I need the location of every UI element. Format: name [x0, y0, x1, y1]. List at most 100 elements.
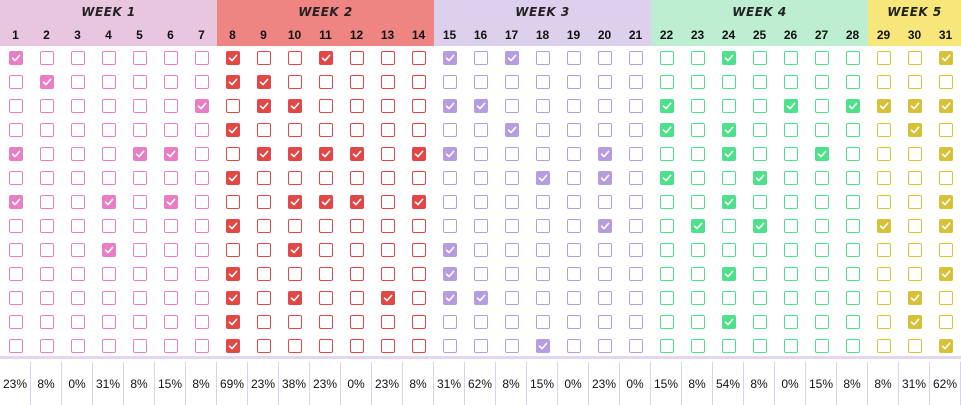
checkbox-unchecked[interactable] — [474, 171, 488, 185]
checkbox-unchecked[interactable] — [908, 219, 922, 233]
checkbox-unchecked[interactable] — [846, 339, 860, 353]
checkbox-unchecked[interactable] — [40, 339, 54, 353]
checkbox-unchecked[interactable] — [784, 291, 798, 305]
checkbox-unchecked[interactable] — [598, 195, 612, 209]
checkbox-unchecked[interactable] — [412, 51, 426, 65]
checkbox-unchecked[interactable] — [40, 51, 54, 65]
checkbox-unchecked[interactable] — [350, 243, 364, 257]
checkbox-checked[interactable] — [660, 99, 674, 113]
checkbox-unchecked[interactable] — [877, 147, 891, 161]
checkbox-unchecked[interactable] — [846, 75, 860, 89]
checkbox-unchecked[interactable] — [102, 171, 116, 185]
checkbox-unchecked[interactable] — [722, 99, 736, 113]
checkbox-unchecked[interactable] — [753, 315, 767, 329]
checkbox-unchecked[interactable] — [474, 51, 488, 65]
checkbox-unchecked[interactable] — [536, 291, 550, 305]
checkbox-unchecked[interactable] — [9, 267, 23, 281]
checkbox-checked[interactable] — [288, 291, 302, 305]
checkbox-unchecked[interactable] — [257, 291, 271, 305]
checkbox-unchecked[interactable] — [908, 243, 922, 257]
checkbox-unchecked[interactable] — [195, 171, 209, 185]
checkbox-unchecked[interactable] — [71, 51, 85, 65]
checkbox-unchecked[interactable] — [412, 123, 426, 137]
checkbox-checked[interactable] — [412, 147, 426, 161]
checkbox-unchecked[interactable] — [71, 123, 85, 137]
checkbox-unchecked[interactable] — [536, 99, 550, 113]
checkbox-unchecked[interactable] — [9, 99, 23, 113]
checkbox-unchecked[interactable] — [195, 219, 209, 233]
checkbox-unchecked[interactable] — [660, 291, 674, 305]
checkbox-unchecked[interactable] — [815, 123, 829, 137]
checkbox-checked[interactable] — [660, 171, 674, 185]
checkbox-unchecked[interactable] — [9, 243, 23, 257]
checkbox-unchecked[interactable] — [164, 75, 178, 89]
checkbox-unchecked[interactable] — [474, 243, 488, 257]
checkbox-unchecked[interactable] — [939, 171, 953, 185]
checkbox-unchecked[interactable] — [40, 291, 54, 305]
checkbox-unchecked[interactable] — [133, 219, 147, 233]
checkbox-unchecked[interactable] — [629, 339, 643, 353]
checkbox-checked[interactable] — [846, 99, 860, 113]
checkbox-checked[interactable] — [877, 219, 891, 233]
checkbox-checked[interactable] — [381, 291, 395, 305]
checkbox-unchecked[interactable] — [102, 219, 116, 233]
checkbox-unchecked[interactable] — [536, 243, 550, 257]
checkbox-checked[interactable] — [9, 195, 23, 209]
checkbox-unchecked[interactable] — [288, 339, 302, 353]
checkbox-unchecked[interactable] — [908, 267, 922, 281]
checkbox-unchecked[interactable] — [9, 123, 23, 137]
checkbox-unchecked[interactable] — [9, 315, 23, 329]
checkbox-unchecked[interactable] — [691, 147, 705, 161]
checkbox-unchecked[interactable] — [257, 267, 271, 281]
checkbox-unchecked[interactable] — [381, 315, 395, 329]
checkbox-unchecked[interactable] — [815, 171, 829, 185]
checkbox-unchecked[interactable] — [598, 339, 612, 353]
checkbox-checked[interactable] — [102, 195, 116, 209]
checkbox-unchecked[interactable] — [722, 219, 736, 233]
checkbox-checked[interactable] — [319, 51, 333, 65]
checkbox-unchecked[interactable] — [691, 315, 705, 329]
checkbox-unchecked[interactable] — [164, 339, 178, 353]
checkbox-unchecked[interactable] — [443, 195, 457, 209]
checkbox-unchecked[interactable] — [505, 99, 519, 113]
checkbox-unchecked[interactable] — [722, 75, 736, 89]
checkbox-unchecked[interactable] — [722, 291, 736, 305]
checkbox-checked[interactable] — [691, 219, 705, 233]
checkbox-unchecked[interactable] — [350, 123, 364, 137]
checkbox-unchecked[interactable] — [660, 219, 674, 233]
checkbox-unchecked[interactable] — [319, 219, 333, 233]
checkbox-unchecked[interactable] — [908, 147, 922, 161]
checkbox-unchecked[interactable] — [474, 195, 488, 209]
checkbox-unchecked[interactable] — [877, 339, 891, 353]
checkbox-checked[interactable] — [784, 99, 798, 113]
checkbox-unchecked[interactable] — [40, 219, 54, 233]
checkbox-unchecked[interactable] — [846, 315, 860, 329]
checkbox-unchecked[interactable] — [908, 171, 922, 185]
checkbox-unchecked[interactable] — [71, 339, 85, 353]
checkbox-unchecked[interactable] — [443, 315, 457, 329]
checkbox-unchecked[interactable] — [133, 243, 147, 257]
checkbox-unchecked[interactable] — [784, 339, 798, 353]
checkbox-unchecked[interactable] — [226, 243, 240, 257]
checkbox-unchecked[interactable] — [815, 75, 829, 89]
checkbox-unchecked[interactable] — [71, 171, 85, 185]
checkbox-checked[interactable] — [288, 147, 302, 161]
checkbox-unchecked[interactable] — [9, 171, 23, 185]
checkbox-checked[interactable] — [536, 339, 550, 353]
checkbox-unchecked[interactable] — [257, 171, 271, 185]
checkbox-checked[interactable] — [350, 147, 364, 161]
checkbox-checked[interactable] — [939, 51, 953, 65]
checkbox-unchecked[interactable] — [939, 75, 953, 89]
checkbox-unchecked[interactable] — [784, 267, 798, 281]
checkbox-checked[interactable] — [939, 195, 953, 209]
checkbox-checked[interactable] — [908, 123, 922, 137]
checkbox-unchecked[interactable] — [412, 243, 426, 257]
checkbox-unchecked[interactable] — [629, 195, 643, 209]
checkbox-unchecked[interactable] — [784, 123, 798, 137]
checkbox-unchecked[interactable] — [350, 315, 364, 329]
checkbox-unchecked[interactable] — [753, 195, 767, 209]
checkbox-unchecked[interactable] — [164, 243, 178, 257]
checkbox-checked[interactable] — [474, 291, 488, 305]
checkbox-unchecked[interactable] — [195, 315, 209, 329]
checkbox-checked[interactable] — [226, 339, 240, 353]
